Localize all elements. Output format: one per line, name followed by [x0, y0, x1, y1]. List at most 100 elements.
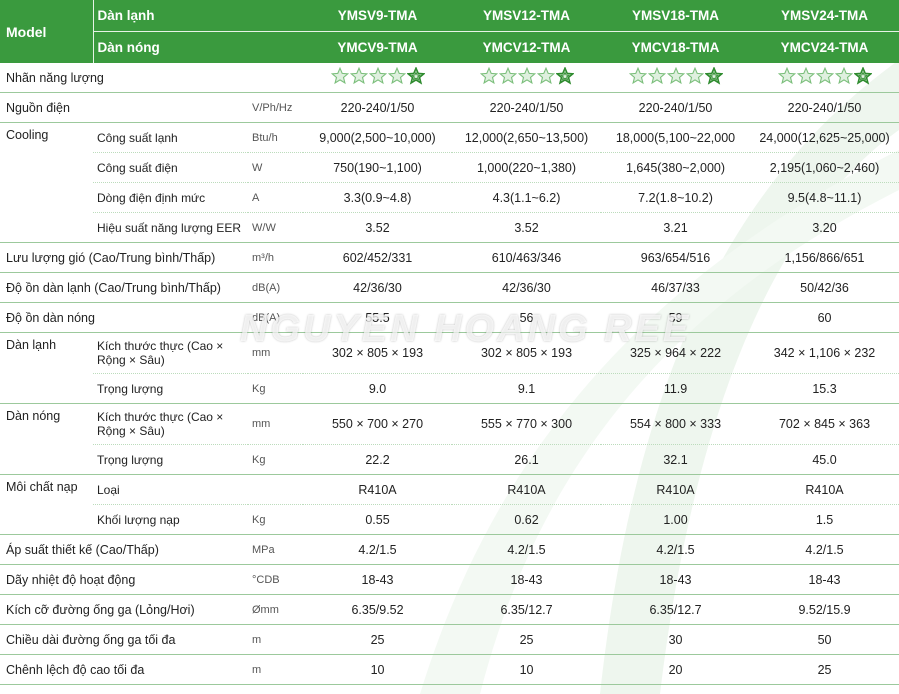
unit: m³/h: [248, 242, 304, 273]
row-label: Kích cỡ đường ống ga (Lỏng/Hơi): [0, 594, 248, 625]
row-label: Độ ồn dàn nóng: [0, 302, 248, 333]
cell-value: 9.52/15.9: [750, 594, 899, 625]
unit: mm: [248, 332, 304, 374]
header-row-indoor: Model Dàn lạnh YMSV9-TMA YMSV12-TMA YMSV…: [0, 0, 899, 63]
cell-value: 610/463/346: [452, 242, 602, 273]
cell-value: 10: [452, 654, 602, 685]
cell-value: 4.2/1.5: [601, 534, 751, 565]
energy-stars: [601, 63, 751, 93]
cell-value: 7.2(1.8~10.2): [601, 182, 751, 213]
row-label: Công suất lạnh: [93, 122, 248, 153]
row-label: Lưu lượng gió (Cao/Trung bình/Thấp): [0, 242, 248, 273]
cell-value: 18-43: [452, 564, 602, 595]
cell-value: 20: [601, 654, 751, 685]
row-outdoor-dims: Dàn nóng Kích thước thực (Cao × Rộng × S…: [0, 403, 899, 475]
unit: °CDB: [248, 564, 304, 595]
unit: Btu/h: [248, 122, 304, 153]
header-row-outdoor: Dàn nóng YMCV9-TMA YMCV12-TMA YMCV18-TMA…: [0, 31, 899, 63]
star-icon: [349, 67, 368, 85]
cell-value: 56: [452, 302, 602, 333]
row-refrigerant-type: Môi chất nạp Loại R410A R410A R410A R410…: [0, 474, 899, 535]
row-indoor-dims: Dàn lạnh Kích thước thực (Cao × Rộng × S…: [0, 332, 899, 404]
group-label: Cooling: [0, 122, 93, 243]
unit: [248, 474, 304, 505]
indoor-model: YMSV18-TMA: [601, 0, 751, 32]
cell-value: 9.0: [303, 373, 453, 404]
cell-value: R410A: [452, 474, 602, 505]
row-temp-range: Dãy nhiệt độ hoạt động °CDB 18-43 18-43 …: [0, 564, 899, 595]
star-icon: [368, 67, 387, 85]
row-cooling-capacity: Cooling Công suất lạnh Btu/h 9,000(2,500…: [0, 122, 899, 243]
outdoor-label: Dàn nóng: [93, 31, 304, 63]
cell-value: 1.5: [750, 504, 899, 535]
cell-value: R410A: [303, 474, 453, 505]
row-label: Dãy nhiệt độ hoạt động: [0, 564, 248, 595]
group-label: Dàn nóng: [0, 403, 93, 475]
cell-value: 18,000(5,100~22,000: [601, 122, 751, 153]
group-label: Môi chất nạp: [0, 474, 93, 535]
energy-stars: [303, 63, 453, 93]
row-label: Nhãn năng lượng: [0, 63, 304, 93]
row-cooling-eer: Hiệu suất năng lượng EER W/W 3.52 3.52 3…: [0, 212, 899, 243]
cell-value: 10: [303, 654, 453, 685]
star-icon: [628, 67, 647, 85]
cell-value: 6.35/12.7: [452, 594, 602, 625]
cell-value: 3.52: [303, 212, 453, 243]
cell-value: 26.1: [452, 444, 602, 475]
row-cooling-power: Công suất điện W 750(190~1,100) 1,000(22…: [0, 152, 899, 183]
star-icon: [479, 67, 498, 85]
star-icon: [536, 67, 555, 85]
outdoor-model: YMCV12-TMA: [452, 31, 602, 63]
row-label: Nguồn điện: [0, 92, 248, 123]
cell-value: 750(190~1,100): [303, 152, 453, 183]
unit: W/W: [248, 212, 304, 243]
cell-value: 302 × 805 × 193: [452, 332, 602, 374]
unit: m: [248, 624, 304, 655]
row-label: Độ ồn dàn lạnh (Cao/Trung bình/Thấp): [0, 272, 248, 303]
star-icon: [796, 67, 815, 85]
star-rating: [479, 67, 574, 85]
unit: dB(A): [248, 272, 304, 303]
cell-value: 963/654/516: [601, 242, 751, 273]
cell-value: 42/36/30: [303, 272, 453, 303]
row-energy-label: Nhãn năng lượng: [0, 63, 899, 93]
energy-stars: [750, 63, 899, 93]
cell-value: 46/37/33: [601, 272, 751, 303]
star-icon: [777, 67, 796, 85]
cell-value: R410A: [601, 474, 751, 505]
row-airflow: Lưu lượng gió (Cao/Trung bình/Thấp) m³/h…: [0, 242, 899, 273]
cell-value: 22.2: [303, 444, 453, 475]
row-label: Kích thước thực (Cao × Rộng × Sâu): [93, 332, 248, 374]
cell-value: 59: [601, 302, 751, 333]
outdoor-model: YMCV18-TMA: [601, 31, 751, 63]
cell-value: 6.35/9.52: [303, 594, 453, 625]
row-outdoor-weight: Trọng lượng Kg 22.2 26.1 32.1 45.0: [0, 444, 899, 475]
cell-value: 45.0: [750, 444, 899, 475]
cell-value: 25: [452, 624, 602, 655]
cell-value: 9.5(4.8~11.1): [750, 182, 899, 213]
cell-value: 18-43: [303, 564, 453, 595]
row-indoor-weight: Trọng lượng Kg 9.0 9.1 11.9 15.3: [0, 373, 899, 404]
star-icon: [406, 67, 425, 85]
cell-value: 220-240/1/50: [452, 92, 602, 123]
row-label: Trọng lượng: [93, 444, 248, 475]
star-icon: [815, 67, 834, 85]
row-label: Kích thước thực (Cao × Rộng × Sâu): [93, 403, 248, 445]
cell-value: 15.3: [750, 373, 899, 404]
row-label: Hiệu suất năng lượng EER: [93, 212, 248, 243]
row-label: Khối lượng nạp: [93, 504, 248, 535]
cell-value: 220-240/1/50: [303, 92, 453, 123]
unit: mm: [248, 403, 304, 445]
row-pressure: Áp suất thiết kế (Cao/Thấp) MPa 4.2/1.5 …: [0, 534, 899, 565]
cell-value: 24,000(12,625~25,000): [750, 122, 899, 153]
cell-value: 702 × 845 × 363: [750, 403, 899, 445]
row-label: Trọng lượng: [93, 373, 248, 404]
cell-value: 3.3(0.9~4.8): [303, 182, 453, 213]
cell-value: 1.00: [601, 504, 751, 535]
row-power: Nguồn điện V/Ph/Hz 220-240/1/50 220-240/…: [0, 92, 899, 123]
star-rating: [628, 67, 723, 85]
cell-value: 60: [750, 302, 899, 333]
outdoor-model: YMCV24-TMA: [750, 31, 899, 63]
cell-value: 554 × 800 × 333: [601, 403, 751, 445]
